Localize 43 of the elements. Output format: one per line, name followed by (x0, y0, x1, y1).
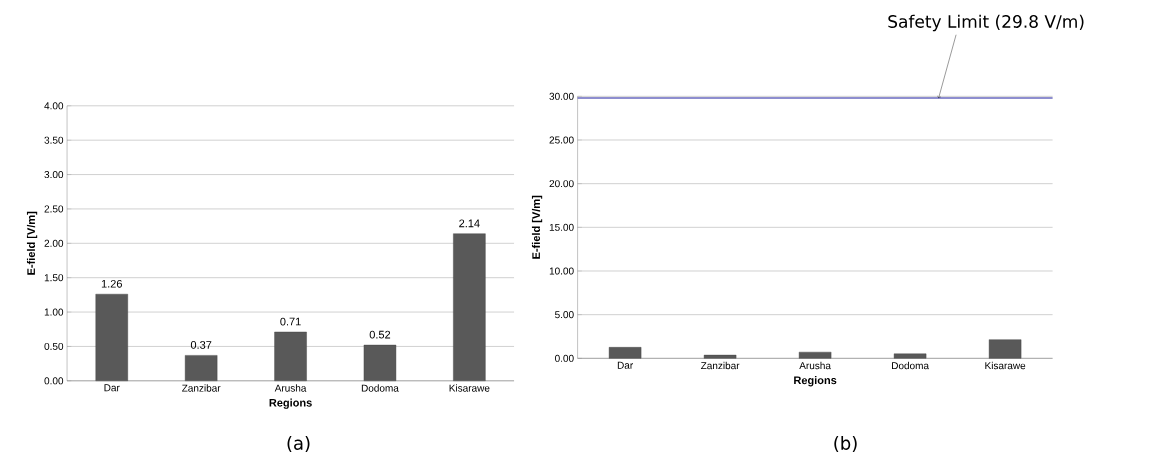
x-tick-label: Dodoma (892, 361, 930, 370)
x-tick-label: Zanzibar (182, 384, 221, 392)
ref-line-label: Safety Limit (29.8 V/m) (888, 14, 1084, 32)
y-tick-label: 1.00 (44, 308, 64, 316)
x-tick-label: Dar (104, 384, 120, 392)
text: (a) (287, 435, 310, 453)
bar (363, 344, 397, 382)
x-tick-label: Zanzibar (700, 361, 740, 370)
y-tick-label: 1.50 (44, 274, 64, 282)
y-tick-label: 2.50 (44, 205, 64, 213)
data-label: 2.14 (459, 219, 480, 228)
bar (274, 331, 307, 382)
y-tick-label: 2.00 (44, 239, 64, 247)
x-tick-label: Dar (617, 361, 633, 369)
data-label: 0.52 (369, 330, 391, 339)
bar (95, 293, 128, 382)
x-axis-title: Regions (794, 376, 837, 387)
data-label: 0.37 (190, 341, 212, 349)
y-tick-label: 0.50 (44, 342, 64, 350)
data-label: 0.71 (280, 317, 301, 326)
y-tick-label: 5.00 (555, 311, 574, 319)
x-tick-label: Kisarawe (985, 361, 1026, 370)
y-tick-label: 15.00 (549, 223, 574, 231)
y-tick-label: 3.00 (44, 171, 64, 179)
x-tick-label: Arusha (274, 384, 307, 392)
x-tick-label: Arusha (799, 361, 831, 370)
x-tick-label: Kisarawe (449, 384, 490, 392)
y-tick-label: 25.00 (549, 136, 574, 144)
data-label: 1.26 (101, 279, 122, 288)
y-axis-title: E-field [V/m] (26, 211, 38, 275)
y-tick-label: 0.00 (44, 377, 64, 385)
y-tick-label: 30.00 (549, 92, 574, 100)
y-tick-label: 4.00 (44, 102, 64, 110)
x-tick-label: Dodoma (361, 384, 399, 392)
text: (b) (834, 435, 857, 453)
y-axis-title: E-field [V/m] (531, 195, 543, 259)
y-tick-label: 10.00 (549, 267, 574, 275)
bar (453, 233, 486, 382)
y-tick-label: 20.00 (549, 180, 574, 188)
y-tick-label: 0.00 (555, 354, 574, 362)
y-tick-label: 3.50 (44, 136, 64, 144)
bar (184, 355, 218, 382)
x-axis-title: Regions (269, 398, 312, 409)
